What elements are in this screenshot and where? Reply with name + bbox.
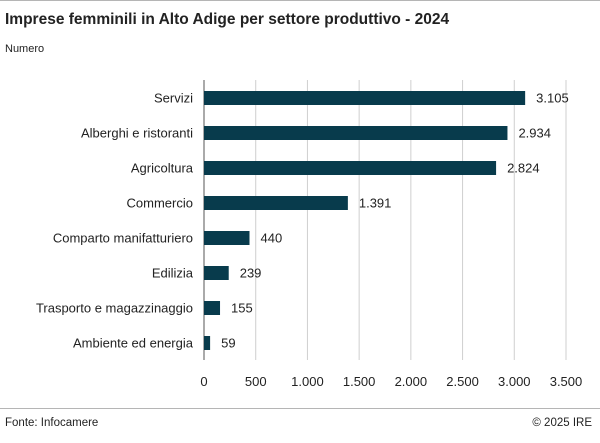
- bar: [204, 336, 211, 350]
- value-label: 59: [221, 336, 235, 351]
- chart-title: Imprese femminili in Alto Adige per sett…: [5, 11, 450, 28]
- source-note: Fonte: Infocamere: [5, 417, 99, 429]
- value-label: 155: [231, 301, 253, 316]
- category-label: Commercio: [127, 196, 193, 211]
- value-label: 239: [240, 266, 262, 281]
- x-tick-label: 3.000: [498, 374, 531, 389]
- bar: [204, 196, 348, 210]
- bar-chart: Servizi 3.105 Alberghi e ristoranti 2.934 Ag…: [36, 80, 583, 389]
- value-label: 2.934: [518, 126, 551, 141]
- value-label: 1.391: [359, 196, 392, 211]
- x-tick-label: 3.500: [550, 374, 583, 389]
- x-tick-label: 2.500: [446, 374, 479, 389]
- bar: [204, 126, 508, 140]
- bar: [204, 266, 229, 280]
- category-label: Alberghi e ristoranti: [81, 126, 193, 141]
- x-tick-label: 500: [245, 374, 267, 389]
- bar: [204, 161, 497, 175]
- x-tick-label: 1.000: [291, 374, 324, 389]
- category-label: Servizi: [154, 91, 193, 106]
- category-label: Agricoltura: [131, 161, 194, 176]
- bar: [204, 91, 526, 105]
- value-label: 440: [261, 231, 283, 246]
- category-label: Comparto manifatturiero: [53, 231, 193, 246]
- value-label: 2.824: [507, 161, 540, 176]
- x-tick-label: 1.500: [343, 374, 376, 389]
- bar: [204, 301, 221, 315]
- value-label: 3.105: [536, 91, 569, 106]
- category-label: Trasporto e magazzinaggio: [36, 301, 193, 316]
- x-tick-label: 2.000: [395, 374, 428, 389]
- bar: [204, 231, 250, 245]
- chart-subtitle: Numero: [5, 43, 45, 55]
- category-label: Edilizia: [152, 266, 194, 281]
- category-label: Ambiente ed energia: [73, 336, 194, 351]
- x-tick-label: 0: [200, 374, 207, 389]
- copyright-note: © 2025 IRE: [532, 417, 592, 429]
- bottom-rule: [0, 408, 600, 409]
- top-rule: [0, 0, 600, 1]
